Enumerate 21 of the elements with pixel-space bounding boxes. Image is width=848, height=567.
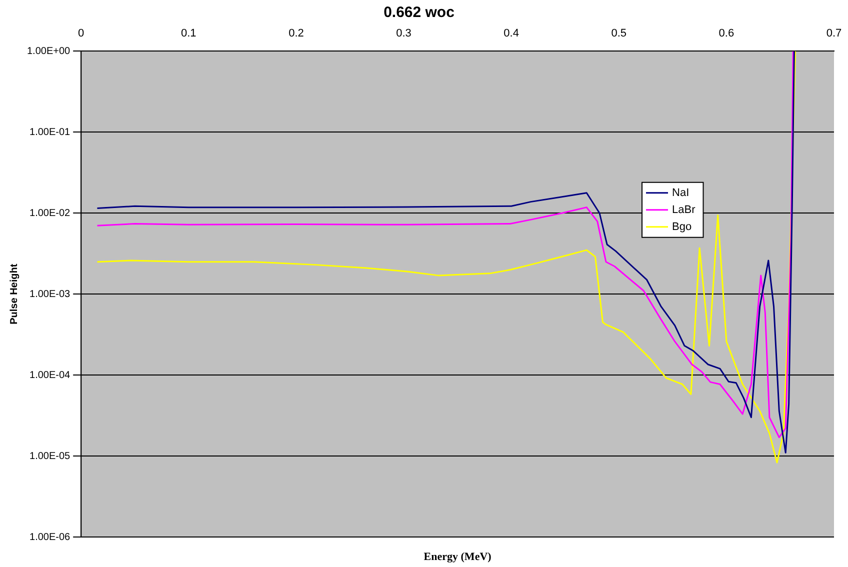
y-tick-label: 1.00E+00	[26, 46, 71, 57]
legend-label: Bgo	[672, 220, 692, 233]
y-tick-label: 1.00E-02	[30, 208, 71, 219]
y-tick-label: 1.00E-01	[30, 126, 71, 138]
legend-label: NaI	[672, 186, 690, 199]
y-tick-label: 1.00E-05	[30, 450, 71, 462]
y-tick-label: 1.00E-03	[30, 288, 71, 300]
x-tick-label: 0.3	[396, 28, 412, 40]
x-tick-label: 0.6	[718, 28, 734, 40]
chart-title: 0.662 woc	[384, 4, 454, 22]
x-tick-label: 0.5	[611, 28, 627, 40]
x-tick-label: 0.1	[181, 28, 196, 40]
x-tick-label: 0.7	[826, 28, 842, 40]
x-axis-title: Energy (MeV)	[424, 550, 492, 563]
y-tick-label: 1.00E-06	[30, 532, 71, 543]
x-tick-label: 0.4	[504, 28, 519, 40]
y-tick-label: 1.00E-04	[30, 370, 71, 381]
x-tick-label: 0.2	[288, 28, 304, 40]
legend-label: LaBr	[672, 204, 696, 216]
x-tick-label: 0	[78, 28, 84, 40]
y-axis-title: Pulse Height	[8, 263, 20, 324]
